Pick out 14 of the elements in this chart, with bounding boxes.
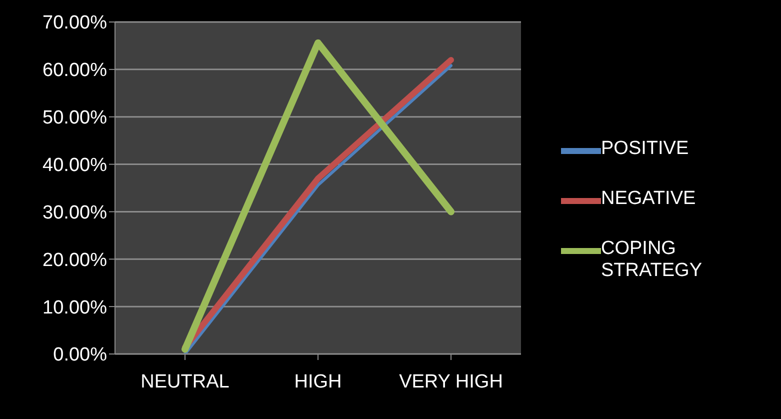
- y-tick-label: 70.00%: [42, 12, 108, 34]
- y-tick-label: 40.00%: [42, 155, 108, 176]
- y-tick-label: 50.00%: [42, 108, 108, 129]
- y-tick-label: 20.00%: [42, 250, 108, 271]
- legend-label: NEGATIVE: [601, 188, 697, 210]
- y-tick-label: 0.00%: [53, 344, 108, 366]
- y-tick-label: 30.00%: [42, 202, 108, 224]
- x-tick-label: NEUTRAL: [140, 371, 230, 392]
- y-tick-label: 10.00%: [42, 297, 108, 318]
- legend-label: POSITIVE: [601, 138, 690, 160]
- legend-label: COPING STRATEGY: [601, 238, 703, 282]
- x-tick-label: VERY HIGH: [399, 371, 503, 392]
- y-tick-label: 60.00%: [42, 60, 108, 82]
- x-tick-label: HIGH: [294, 371, 342, 392]
